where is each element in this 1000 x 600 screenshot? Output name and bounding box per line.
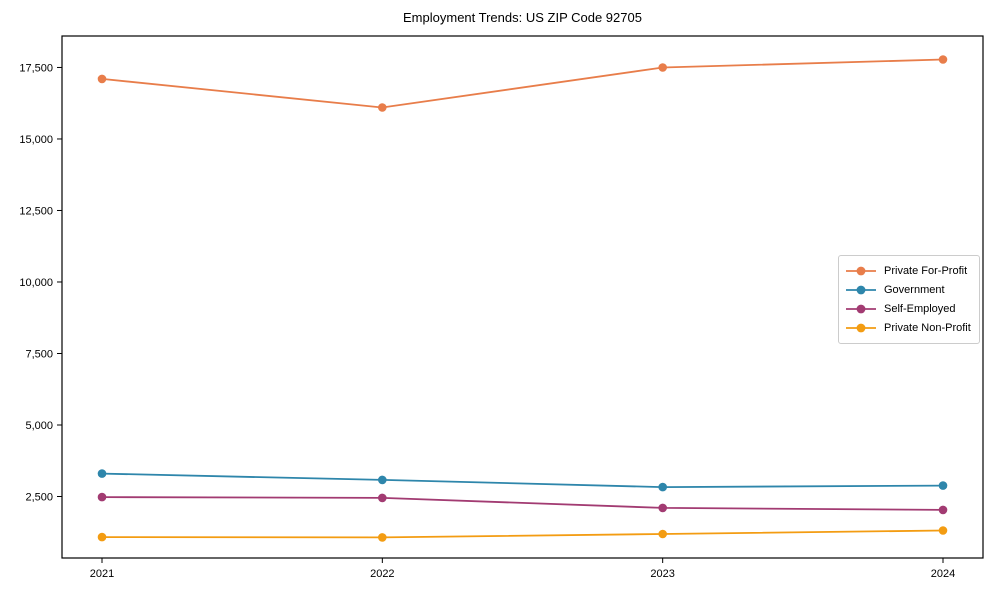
y-tick-label: 5,000 [25,420,53,432]
data-point-private-non-profit-2024 [938,526,948,535]
legend-item-self-employed: Self-Employed [845,300,971,319]
y-tick-label: 10,000 [19,277,53,289]
legend-item-government: Government [845,280,971,299]
data-point-private-for-profit-2021 [97,74,107,84]
data-point-self-employed-2024 [938,505,948,515]
line-marker-icon [846,285,876,295]
y-tick-label: 15,000 [19,134,53,146]
legend-item-private-non-profit: Private Non-Profit [845,319,971,338]
line-marker-icon [846,323,876,333]
data-point-private-for-profit-2023 [658,63,667,72]
y-tick-label: 17,500 [19,62,53,74]
data-point-self-employed-2022 [378,493,387,503]
series-line-private-for-profit [101,58,944,109]
data-point-private-non-profit-2023 [658,529,667,539]
chart-title: Employment Trends: US ZIP Code 92705 [403,10,642,25]
x-tick-label: 2022 [370,568,394,580]
series-line-private-non-profit [101,529,944,539]
data-point-private-non-profit-2022 [378,533,387,542]
y-tick-label: 12,500 [19,205,53,217]
data-point-private-for-profit-2024 [938,55,948,64]
data-point-government-2023 [658,482,667,492]
data-point-government-2021 [97,469,107,478]
axes-box [61,35,984,559]
y-tick-label: 2,500 [25,492,53,504]
x-tick-label: 2021 [90,568,114,580]
data-point-self-employed-2021 [97,492,107,502]
y-tick-label: 7,500 [25,348,53,360]
x-tick-label: 2023 [650,568,674,580]
line-marker-icon [846,266,876,276]
legend: Private For-Profit Government Self-Emplo… [838,255,980,344]
series-line-government [101,472,944,489]
legend-label: Government [884,283,945,296]
legend-item-private-for-profit: Private For-Profit [845,261,971,280]
legend-label: Private For-Profit [884,264,968,277]
x-tick-label: 2024 [931,568,955,580]
data-point-government-2024 [938,481,948,490]
data-point-private-non-profit-2021 [97,532,107,542]
line-marker-icon [846,304,876,314]
series-line-self-employed [101,496,944,511]
legend-label: Self-Employed [884,303,956,316]
data-point-self-employed-2023 [658,503,667,513]
data-point-government-2022 [378,475,387,485]
data-point-private-for-profit-2022 [378,103,387,112]
legend-label: Private Non-Profit [884,322,971,335]
